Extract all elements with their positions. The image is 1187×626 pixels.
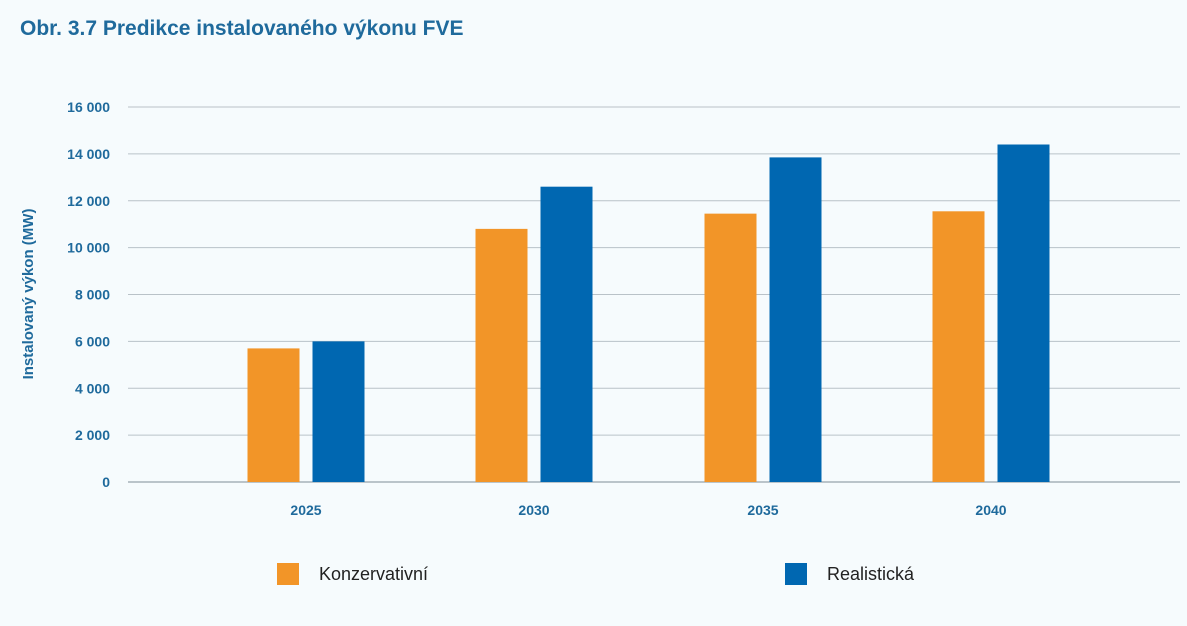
- bar-2030-realisticka: [540, 186, 593, 482]
- bar-2040-konzervativni: [932, 211, 985, 482]
- bar-2035-konzervativni: [704, 213, 757, 482]
- y-tick-label: 16 000: [67, 99, 110, 115]
- x-tick-label: 2035: [747, 502, 778, 518]
- y-tick-label: 8 000: [75, 287, 110, 303]
- legend-item-realisticka: Realistická: [785, 561, 914, 587]
- x-tick-label: 2025: [290, 502, 321, 518]
- y-axis-ticks: 0 2 000 4 000 6 000 8 000 10 000 12 000 14 000 1…: [67, 99, 110, 490]
- legend-label-konzervativni: Konzervativní: [319, 563, 429, 584]
- y-tick-label: 2 000: [75, 427, 110, 443]
- y-tick-label: 14 000: [67, 146, 110, 162]
- bars: [247, 144, 1050, 482]
- x-axis-ticks: 2025 2030 2035 2040: [290, 502, 1006, 518]
- y-tick-label: 10 000: [67, 240, 110, 256]
- y-tick-label: 4 000: [75, 380, 110, 396]
- bar-2030-konzervativni: [475, 228, 528, 482]
- legend-item-konzervativni: Konzervativní: [277, 561, 428, 587]
- y-axis-label: Instalovaný výkon (MW): [20, 209, 37, 380]
- x-tick-label: 2030: [518, 502, 549, 518]
- chart-title: Obr. 3.7 Predikce instalovaného výkonu F…: [20, 17, 464, 40]
- bar-2035-realisticka: [769, 157, 822, 482]
- x-tick-label: 2040: [975, 502, 1006, 518]
- bar-2025-realisticka: [312, 341, 365, 482]
- y-tick-label: 12 000: [67, 193, 110, 209]
- legend-swatch-realisticka: [785, 563, 807, 585]
- legend-label-realisticka: Realistická: [827, 563, 915, 584]
- legend-swatch-konzervativni: [277, 563, 299, 585]
- bar-2040-realisticka: [997, 144, 1050, 482]
- y-tick-label: 6 000: [75, 333, 110, 349]
- bar-2025-konzervativni: [247, 348, 300, 482]
- y-tick-label: 0: [102, 474, 110, 490]
- legend: Konzervativní Realistická: [0, 561, 1187, 587]
